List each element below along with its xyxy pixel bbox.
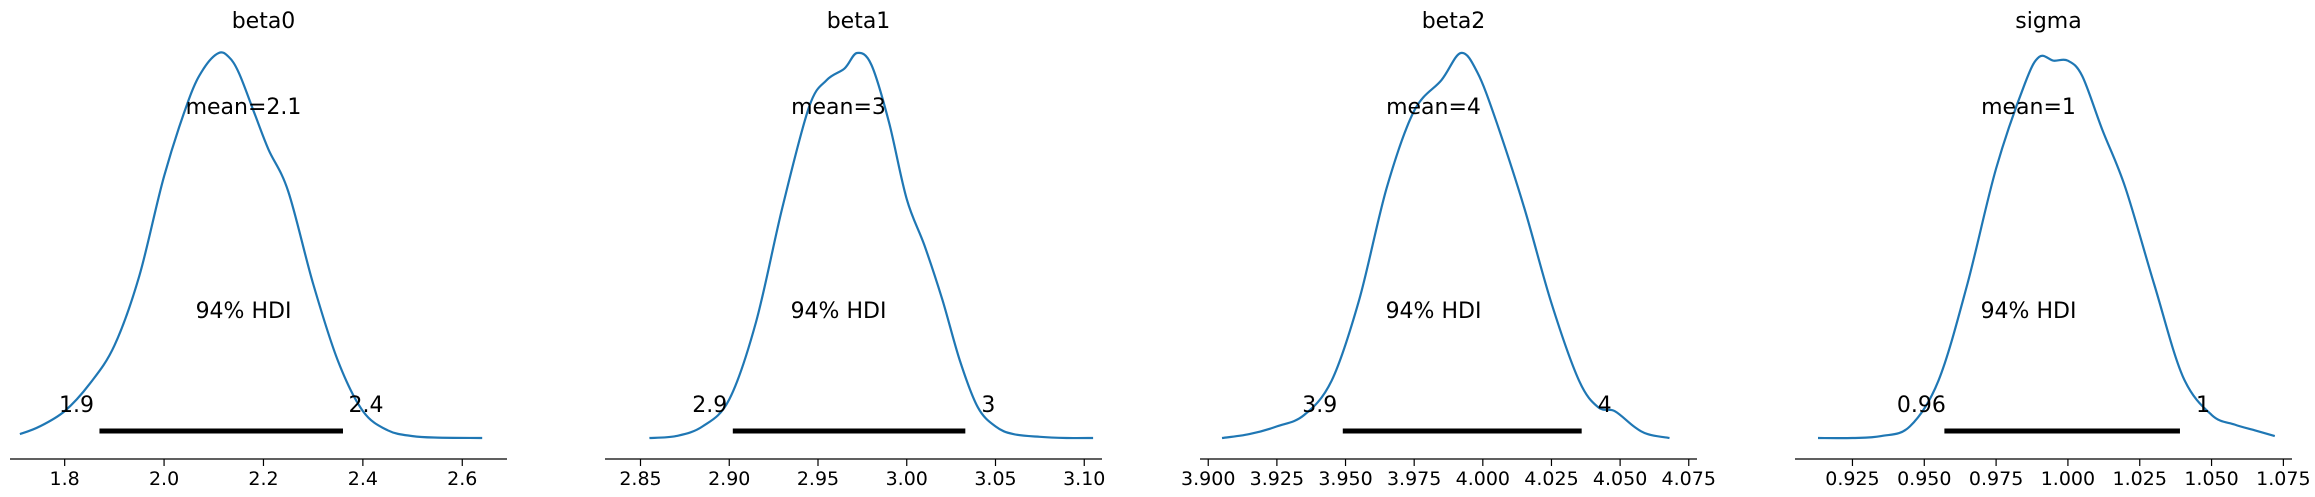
hdi-label: 94% HDI bbox=[791, 299, 887, 324]
hdi-label: 94% HDI bbox=[1981, 299, 2077, 324]
x-tick-label: 2.90 bbox=[708, 468, 750, 490]
panel-sigma: sigma mean=1 94% HDI 0.96 1 0.925 0.950 0.975 1.… bbox=[1795, 9, 2311, 490]
x-tick-label: 3.900 bbox=[1181, 468, 1235, 490]
x-tick-label: 0.925 bbox=[1825, 468, 1879, 490]
density-curve bbox=[649, 51, 1094, 440]
mean-label: mean=2.1 bbox=[186, 95, 302, 120]
x-tick-label: 3.00 bbox=[886, 468, 928, 490]
x-tick-label: 1.8 bbox=[50, 468, 80, 490]
mean-label: mean=4 bbox=[1386, 95, 1481, 120]
x-tick-label: 3.950 bbox=[1318, 468, 1372, 490]
density-curve bbox=[1221, 51, 1670, 440]
hdi-high-label: 1 bbox=[2196, 393, 2210, 418]
panel-title: sigma bbox=[2015, 9, 2081, 34]
x-tick-label: 1.025 bbox=[2113, 468, 2167, 490]
x-tick-label: 2.95 bbox=[797, 468, 839, 490]
x-tick-label: 1.075 bbox=[2256, 468, 2310, 490]
density-curve bbox=[1817, 54, 2276, 440]
hdi-label: 94% HDI bbox=[1386, 299, 1482, 324]
hdi-high-label: 3 bbox=[981, 393, 995, 418]
hdi-low-label: 2.9 bbox=[692, 393, 727, 418]
hdi-high-label: 4 bbox=[1598, 393, 1612, 418]
mean-label: mean=3 bbox=[791, 95, 886, 120]
x-tick-label: 4.025 bbox=[1524, 468, 1578, 490]
x-tick-label: 1.000 bbox=[2041, 468, 2095, 490]
panel-beta2: beta2 mean=4 94% HDI 3.9 4 3.900 3.925 3.950 3.9… bbox=[1181, 9, 1716, 490]
panel-beta1: beta1 mean=3 94% HDI 2.9 3 2.85 2.90 2.95 3.00 3.… bbox=[605, 9, 1105, 490]
x-tick-label: 2.6 bbox=[447, 468, 477, 490]
x-tick-label: 4.075 bbox=[1662, 468, 1716, 490]
panel-title: beta2 bbox=[1422, 9, 1486, 34]
x-tick-label: 0.975 bbox=[1969, 468, 2023, 490]
hdi-low-label: 0.96 bbox=[1897, 393, 1946, 418]
hdi-high-label: 2.4 bbox=[348, 393, 383, 418]
panel-title: beta1 bbox=[827, 9, 891, 34]
x-tick-label: 3.05 bbox=[974, 468, 1016, 490]
x-tick-label: 3.975 bbox=[1387, 468, 1441, 490]
x-tick-label: 3.10 bbox=[1063, 468, 1105, 490]
hdi-low-label: 1.9 bbox=[59, 393, 94, 418]
panel-beta0: beta0 mean=2.1 94% HDI 1.9 2.4 1.8 2.0 2.2 2.4 2.… bbox=[10, 9, 507, 490]
x-tick-label: 0.950 bbox=[1897, 468, 1951, 490]
x-tick-label: 2.2 bbox=[248, 468, 278, 490]
density-curve bbox=[19, 51, 483, 440]
x-tick-label: 1.050 bbox=[2184, 468, 2238, 490]
x-tick-label: 2.85 bbox=[619, 468, 661, 490]
x-tick-label: 3.925 bbox=[1250, 468, 1304, 490]
x-tick-label: 4.000 bbox=[1456, 468, 1510, 490]
mean-label: mean=1 bbox=[1981, 95, 2076, 120]
x-tick-label: 2.4 bbox=[348, 468, 378, 490]
panel-title: beta0 bbox=[232, 9, 296, 34]
x-tick-label: 2.0 bbox=[149, 468, 179, 490]
hdi-low-label: 3.9 bbox=[1302, 393, 1337, 418]
hdi-label: 94% HDI bbox=[196, 299, 292, 324]
x-tick-label: 4.050 bbox=[1593, 468, 1647, 490]
